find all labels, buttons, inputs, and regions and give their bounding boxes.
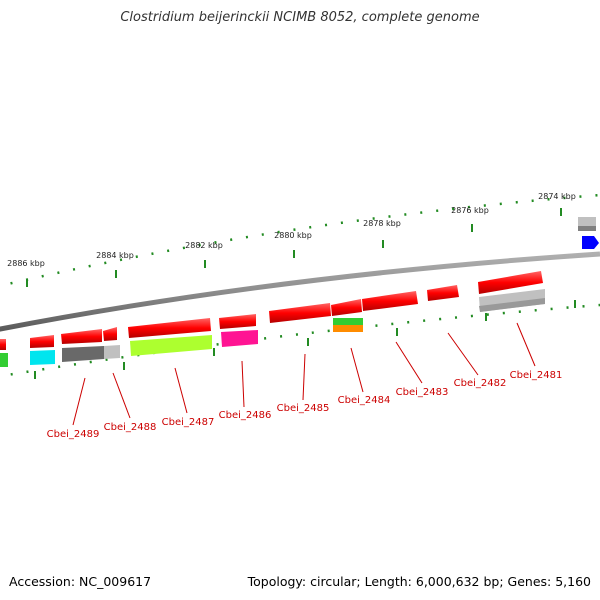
outer-major-ticks xyxy=(26,208,562,287)
cds-feature xyxy=(269,303,331,323)
genome-backbone xyxy=(0,251,600,332)
scale-label: 2878 kbp xyxy=(363,219,401,228)
gene-label: Cbei_2488 xyxy=(104,422,157,433)
cds-feature xyxy=(478,271,543,294)
label-leader-lines xyxy=(72,322,536,426)
gene-feature xyxy=(333,325,363,332)
feature-row xyxy=(0,289,545,367)
gene-label: Cbei_2483 xyxy=(396,387,449,398)
scale-label: 2874 kbp xyxy=(538,192,576,201)
cds-feature xyxy=(331,299,362,316)
inner-major-ticks xyxy=(34,300,576,379)
cds-feature xyxy=(427,285,459,301)
cds-feature xyxy=(61,329,102,344)
gene-feature xyxy=(479,298,545,312)
gene-feature xyxy=(104,345,120,359)
gene-feature xyxy=(221,330,258,347)
map-title: Clostridium beijerinckii NCIMB 8052, com… xyxy=(120,10,480,25)
gene-feature xyxy=(62,346,104,362)
cds-feature xyxy=(103,327,117,341)
gene-label: Cbei_2486 xyxy=(219,410,272,421)
gene-label: Cbei_2487 xyxy=(162,417,215,428)
outer-tick-ring xyxy=(0,193,600,288)
gene-label: Cbei_2489 xyxy=(47,429,100,440)
gene-feature xyxy=(578,226,596,231)
gene-feature xyxy=(30,350,55,365)
gene-label: Cbei_2485 xyxy=(277,403,330,414)
gene-feature xyxy=(0,353,8,367)
cds-feature xyxy=(30,335,54,348)
scale-label: 2882 kbp xyxy=(185,241,223,250)
scale-label: 2886 kbp xyxy=(7,259,45,268)
cds-row xyxy=(0,271,543,350)
genome-summary-text: Topology: circular; Length: 6,000,632 bp… xyxy=(247,574,591,589)
scale-label: 2880 kbp xyxy=(274,231,312,240)
scale-label: 2884 kbp xyxy=(96,251,134,260)
gene-label: Cbei_2482 xyxy=(454,378,507,389)
gene-feature xyxy=(582,236,599,249)
cds-feature xyxy=(219,314,256,329)
gene-label: Cbei_2481 xyxy=(510,370,563,381)
gene-feature xyxy=(333,318,363,325)
cds-feature xyxy=(362,291,418,311)
cds-feature xyxy=(0,339,6,350)
cds-feature xyxy=(128,318,211,338)
scale-label: 2876 kbp xyxy=(451,206,489,215)
gene-label: Cbei_2484 xyxy=(338,395,391,406)
accession-text: Accession: NC_009617 xyxy=(9,574,152,589)
gene-feature xyxy=(130,335,212,356)
inner-tick-ring xyxy=(0,303,600,378)
